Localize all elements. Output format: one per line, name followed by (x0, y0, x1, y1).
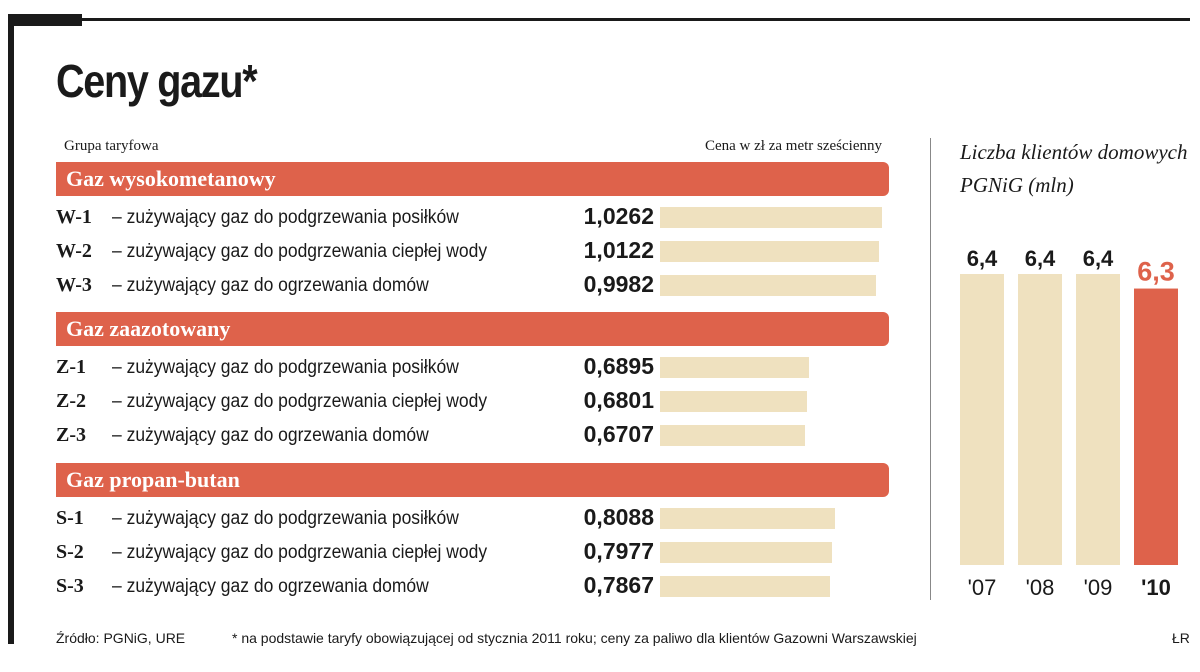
price-bar (660, 241, 879, 262)
price-label: 0,6895 (583, 353, 654, 379)
source-note: Źródło: PGNiG, URE (56, 630, 186, 646)
price-bar (660, 508, 835, 529)
tariff-code: W-1 (56, 206, 92, 228)
table-row: W-2 – zużywający gaz do podgrzewania cie… (56, 234, 889, 268)
tariff-description: – zużywający gaz do ogrzewania domów (112, 576, 429, 597)
price-label: 0,7867 (583, 572, 654, 598)
group-header-wysokometanowy: Gaz wysokometanowy (56, 162, 889, 196)
year-tick-label: '09 (1084, 575, 1113, 600)
tariff-description: – zużywający gaz do ogrzewania domów (112, 275, 429, 296)
chart-title: Ceny gazu* (56, 55, 258, 107)
table-row: S-1 – zużywający gaz do podgrzewania pos… (56, 501, 889, 535)
table-row: Z-2 – zużywający gaz do podgrzewania cie… (56, 384, 889, 418)
tariff-code: S-3 (56, 575, 84, 597)
year-tick-label: '10 (1141, 575, 1171, 600)
price-bar (660, 275, 876, 296)
clients-bar-chart: 6,4 '07 6,4 '08 6,4 '09 6,3 '10 (960, 246, 1178, 600)
tariff-code: S-1 (56, 507, 84, 529)
tariff-description: – zużywający gaz do podgrzewania posiłkó… (112, 508, 459, 529)
price-bar (660, 207, 882, 228)
tariff-description: – zużywający gaz do podgrzewania ciepłej… (112, 542, 488, 563)
price-bar (660, 576, 830, 597)
price-label: 0,8088 (583, 504, 654, 530)
column-header-price: Cena w zł za metr sześcienny (704, 138, 882, 154)
clients-value-label: 6,4 (1025, 246, 1056, 271)
group-header-zaazotowany: Gaz zaazotowany (56, 312, 889, 346)
frame-top-rule (74, 18, 1190, 21)
frame-left-rule (8, 14, 14, 644)
price-label: 1,0262 (583, 203, 654, 229)
tariff-code: Z-1 (56, 356, 86, 378)
footnote: * na podstawie taryfy obowiązującej od s… (232, 630, 917, 646)
group-header-propan-butan: Gaz propan-butan (56, 463, 889, 497)
price-bar (660, 425, 805, 446)
clients-bar-08 (1018, 274, 1062, 565)
price-label: 0,7977 (583, 538, 654, 564)
year-tick-label: '07 (968, 575, 997, 600)
clients-value-label: 6,4 (1083, 246, 1114, 271)
price-label: 0,6707 (583, 421, 654, 447)
tariff-code: Z-3 (56, 424, 86, 446)
frame-corner-block (8, 14, 82, 26)
table-row: W-1 – zużywający gaz do podgrzewania pos… (56, 200, 889, 234)
tariff-code: W-2 (56, 240, 92, 262)
tariff-description: – zużywający gaz do ogrzewania domów (112, 425, 429, 446)
price-bar (660, 391, 807, 412)
author-initials: ŁR (1172, 630, 1190, 646)
price-bar (660, 542, 833, 563)
year-tick-label: '08 (1026, 575, 1055, 600)
tariff-code: W-3 (56, 274, 92, 296)
table-row: Z-3 – zużywający gaz do ogrzewania domów… (56, 418, 889, 452)
clients-bar-10 (1134, 288, 1178, 565)
tariff-description: – zużywający gaz do podgrzewania ciepłej… (112, 391, 488, 412)
tariff-description: – zużywający gaz do podgrzewania ciepłej… (112, 241, 488, 262)
column-header-group: Grupa taryfowa (64, 138, 159, 154)
clients-bar-07 (960, 274, 1004, 565)
table-row: W-3 – zużywający gaz do ogrzewania domów… (56, 268, 889, 302)
tariff-code: S-2 (56, 541, 84, 563)
price-label: 0,6801 (583, 387, 654, 413)
clients-value-label: 6,3 (1137, 257, 1175, 287)
clients-value-label: 6,4 (967, 246, 998, 271)
panel-divider (930, 138, 931, 600)
price-bar (660, 357, 809, 378)
price-label: 0,9982 (583, 271, 654, 297)
tariff-code: Z-2 (56, 390, 86, 412)
table-row: S-2 – zużywający gaz do podgrzewania cie… (56, 535, 889, 569)
price-label: 1,0122 (583, 237, 654, 263)
table-row: Z-1 – zużywający gaz do podgrzewania pos… (56, 350, 889, 384)
tariff-description: – zużywający gaz do podgrzewania posiłkó… (112, 357, 459, 378)
clients-bar-09 (1076, 274, 1120, 565)
table-row: S-3 – zużywający gaz do ogrzewania domów… (56, 569, 889, 603)
clients-chart-title: Liczba klientów domowych PGNiG (mln) (960, 140, 1188, 197)
tariff-description: – zużywający gaz do podgrzewania posiłkó… (112, 207, 459, 228)
